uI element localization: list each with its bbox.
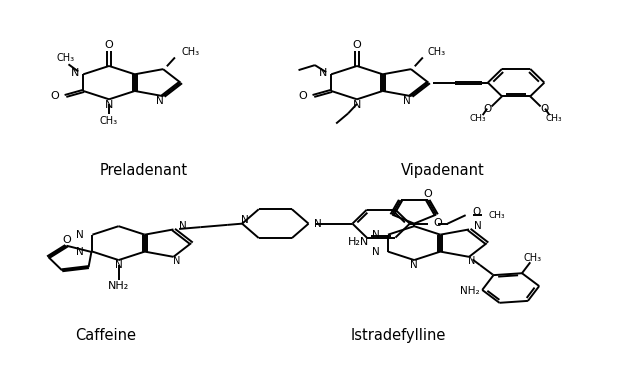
Text: O: O <box>484 104 492 114</box>
Text: N: N <box>178 221 186 231</box>
Text: N: N <box>173 257 180 266</box>
Text: O: O <box>352 39 361 50</box>
Text: NH₂: NH₂ <box>460 285 479 296</box>
Text: N: N <box>319 68 327 78</box>
Text: H₂N: H₂N <box>348 237 369 247</box>
Text: N: N <box>77 230 84 240</box>
Text: Vipadenant: Vipadenant <box>401 162 485 177</box>
Text: N: N <box>372 230 380 240</box>
Text: CH₃: CH₃ <box>489 211 506 220</box>
Text: N: N <box>372 247 380 257</box>
Text: CH₃: CH₃ <box>56 53 74 63</box>
Text: N: N <box>410 260 418 270</box>
Text: CH₃: CH₃ <box>100 116 118 126</box>
Text: N: N <box>156 96 164 106</box>
Text: N: N <box>105 100 113 110</box>
Text: Istradefylline: Istradefylline <box>350 328 446 343</box>
Text: N: N <box>115 260 122 270</box>
Text: N: N <box>403 96 411 106</box>
Text: O: O <box>472 207 480 216</box>
Text: O: O <box>62 235 71 245</box>
Text: O: O <box>540 104 549 114</box>
Text: O: O <box>105 39 113 50</box>
Text: N: N <box>77 247 84 257</box>
Text: CH₃: CH₃ <box>470 114 486 123</box>
Text: O: O <box>298 91 307 101</box>
Text: N: N <box>474 221 482 231</box>
Text: N: N <box>468 257 475 266</box>
Text: N: N <box>71 68 79 78</box>
Text: O: O <box>433 218 442 227</box>
Text: N: N <box>242 215 249 225</box>
Text: CH₃: CH₃ <box>182 47 200 57</box>
Text: N: N <box>353 100 361 110</box>
Text: CH₃: CH₃ <box>545 114 562 123</box>
Text: N: N <box>314 219 322 228</box>
Text: O: O <box>423 189 432 199</box>
Text: CH₃: CH₃ <box>428 47 446 57</box>
Text: CH₃: CH₃ <box>524 253 542 264</box>
Text: NH₂: NH₂ <box>108 281 129 292</box>
Text: O: O <box>50 91 59 101</box>
Text: Caffeine: Caffeine <box>75 328 137 343</box>
Text: Preladenant: Preladenant <box>100 162 188 177</box>
